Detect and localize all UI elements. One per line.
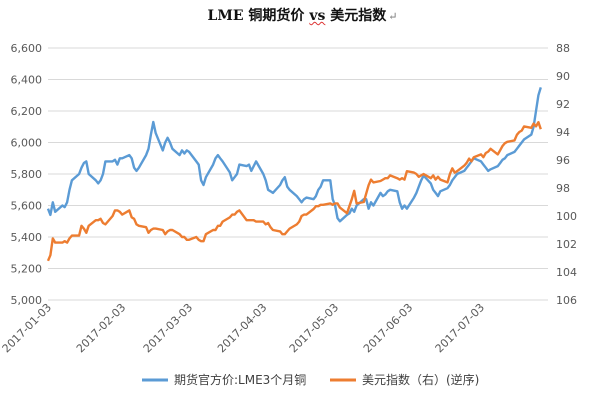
legend-label-2: 美元指数（右）(逆序) — [362, 372, 479, 387]
x-axis-ticks: 2017-01-03 2017-02-03 2017-03-03 2017-04-03… — [0, 301, 487, 355]
legend-label-1: 期货官方价:LME3个月铜 — [174, 372, 306, 387]
right-tick-label: 106 — [556, 294, 577, 307]
series-line-2 — [46, 121, 542, 262]
right-tick-label: 88 — [556, 42, 570, 55]
x-tick-label: 2017-06-03 — [361, 301, 415, 355]
x-tick-label: 2017-01-03 — [0, 301, 54, 355]
x-tick-label: 2017-02-03 — [74, 301, 128, 355]
series-line-1 — [46, 87, 542, 223]
gridlines — [48, 47, 548, 301]
left-tick-label: 5,800 — [11, 168, 43, 181]
left-tick-label: 6,200 — [11, 105, 43, 118]
series-lines — [46, 87, 542, 262]
right-tick-label: 102 — [556, 238, 577, 251]
right-tick-label: 104 — [556, 266, 577, 279]
right-tick-label: 100 — [556, 210, 577, 223]
left-tick-label: 6,600 — [11, 42, 43, 55]
paragraph-mark-icon: ↵ — [388, 10, 398, 23]
left-tick-label: 6,000 — [11, 137, 43, 150]
right-tick-label: 90 — [556, 70, 570, 83]
right-tick-label: 92 — [556, 98, 570, 111]
title-right: 美元指数 — [325, 8, 387, 24]
legend: 期货官方价:LME3个月铜 美元指数（右）(逆序) — [142, 372, 479, 387]
right-tick-label: 94 — [556, 126, 570, 139]
title-vs: vs — [309, 8, 326, 24]
right-axis-ticks: 88 90 92 94 96 98 100 102 104 106 — [556, 42, 577, 307]
left-tick-label: 6,400 — [11, 74, 43, 87]
right-tick-label: 98 — [556, 182, 570, 195]
chart-title: LME 铜期货价 vs 美元指数 ↵ — [0, 5, 605, 25]
left-tick-label: 5,000 — [11, 294, 43, 307]
right-tick-label: 96 — [556, 154, 570, 167]
title-left: LME 铜期货价 — [207, 8, 310, 24]
x-tick-label: 2017-05-03 — [287, 301, 341, 355]
left-tick-label: 5,200 — [11, 263, 43, 276]
x-tick-label: 2017-04-03 — [215, 301, 269, 355]
left-axis-ticks: 5,000 5,200 5,400 5,600 5,800 6,000 6,200 6,400… — [11, 42, 43, 307]
x-tick-label: 2017-03-03 — [141, 301, 195, 355]
x-tick-label: 2017-07-03 — [433, 301, 487, 355]
left-tick-label: 5,400 — [11, 231, 43, 244]
left-tick-label: 5,600 — [11, 200, 43, 213]
